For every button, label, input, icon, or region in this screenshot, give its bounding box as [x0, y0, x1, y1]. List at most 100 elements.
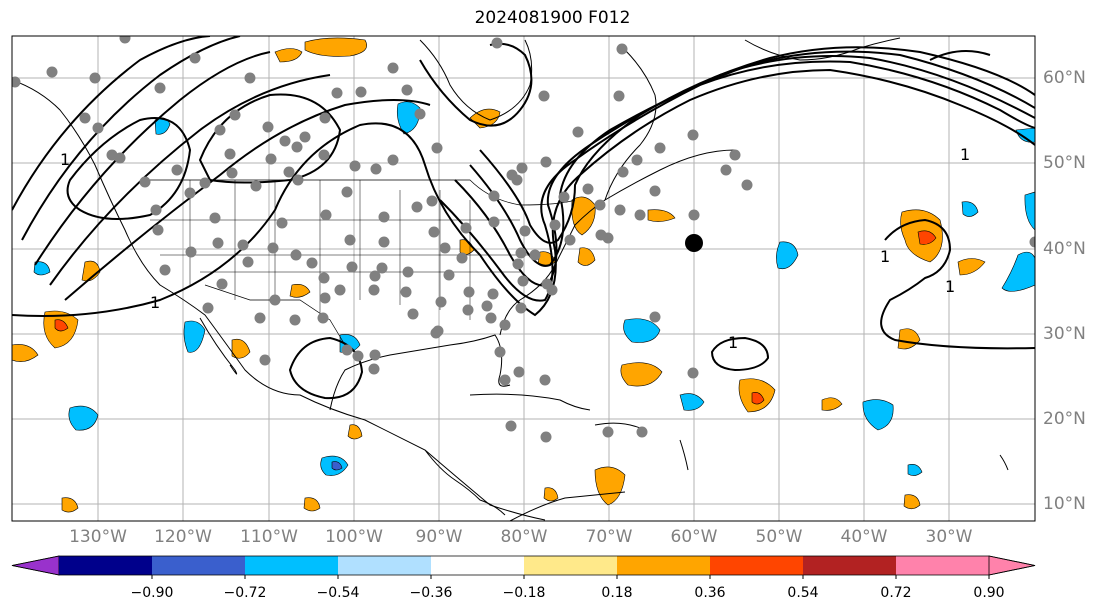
coastline-south-america: [509, 491, 626, 521]
station-dot: [242, 256, 254, 268]
contour-labels: 1 1 1 1 1 1: [60, 145, 970, 352]
station-dot: [426, 195, 438, 207]
station-dot: [89, 72, 101, 84]
station-dot: [119, 36, 131, 44]
station-dot: [214, 124, 226, 136]
anomaly-blob: [81, 260, 101, 282]
contour-label: 1: [728, 333, 738, 352]
colorbar-segment: [896, 556, 989, 575]
latitude-label: 60°N: [1043, 68, 1086, 88]
station-dot: [259, 354, 271, 366]
colorbar-segment: [524, 556, 617, 575]
station-dot: [79, 112, 91, 124]
station-dot: [237, 239, 249, 251]
station-dot: [529, 249, 541, 261]
station-dot: [152, 224, 164, 236]
contour-line: [64, 99, 431, 301]
station-dot: [687, 129, 699, 141]
station-dot: [159, 264, 171, 276]
station-dot: [290, 249, 302, 261]
colorbar: [11, 555, 1036, 579]
map-title: 2024081900 F012: [474, 8, 631, 28]
latitude-label: 40°N: [1043, 239, 1086, 259]
station-dot: [387, 154, 399, 166]
station-dot: [649, 311, 661, 323]
longitude-label: 30°W: [925, 527, 973, 547]
station-dot: [594, 199, 606, 211]
station-dot: [92, 122, 104, 134]
station-dot: [481, 300, 493, 312]
anomaly-blob: [776, 241, 799, 269]
station-dot: [319, 112, 331, 124]
colorbar-tick-label: −0.36: [409, 585, 453, 601]
anomaly-blob: [679, 393, 705, 411]
contour-label: 1: [960, 145, 970, 164]
station-dot: [334, 284, 346, 296]
station-dot: [494, 346, 506, 358]
contour-line: [479, 46, 1035, 244]
station-dot: [199, 177, 211, 189]
station-dot: [369, 270, 381, 282]
colorbar-segment: [245, 556, 338, 575]
station-dot: [519, 225, 531, 237]
station-dot: [636, 426, 648, 438]
station-dot: [488, 216, 500, 228]
colorbar-segment: [803, 556, 896, 575]
contour-label: 1: [880, 247, 890, 266]
station-dot: [428, 226, 440, 238]
colorbar-tick-label: 0.72: [880, 585, 912, 601]
station-dot: [540, 156, 552, 168]
station-dot: [289, 314, 301, 326]
station-dot: [546, 284, 558, 296]
colorbar-segment: [59, 556, 152, 575]
station-dot: [46, 66, 58, 78]
latitude-label: 10°N: [1043, 494, 1086, 514]
station-dot: [582, 183, 594, 195]
station-dot: [616, 43, 628, 55]
station-dot: [549, 219, 561, 231]
station-dot: [463, 286, 475, 298]
contour-line: [34, 51, 271, 266]
station-dot: [407, 308, 419, 320]
station-dot: [139, 176, 151, 188]
contour-line: [12, 36, 211, 211]
station-dot: [216, 278, 228, 290]
station-dot: [602, 232, 614, 244]
colorbar-segment: [152, 556, 245, 575]
station-dot: [741, 179, 753, 191]
longitude-label: 90°W: [415, 527, 463, 547]
station-dot: [460, 222, 472, 234]
station-dot: [318, 272, 330, 284]
anomaly-blob: [907, 464, 923, 476]
station-dot: [414, 108, 426, 120]
station-dot: [370, 163, 382, 175]
contour-line: [49, 74, 331, 286]
anomaly-blob: [61, 497, 79, 513]
longitude-label: 130°W: [69, 527, 127, 547]
station-dot: [352, 350, 364, 362]
station-dot: [564, 234, 576, 246]
station-dot: [634, 209, 646, 221]
station-dot: [244, 72, 256, 84]
colorbar-segment: [431, 556, 524, 575]
coastline-baja: [199, 317, 238, 375]
colorbar-extend-min: [11, 555, 60, 576]
latitude-label: 50°N: [1043, 153, 1086, 173]
station-dot: [226, 167, 238, 179]
station-dot: [572, 126, 584, 138]
anomaly-blob: [647, 209, 676, 222]
contour-line: [419, 42, 533, 127]
anomaly-blob: [594, 466, 626, 506]
station-dot: [687, 367, 699, 379]
station-dot: [378, 236, 390, 248]
anomaly-blob: [1024, 191, 1035, 231]
station-dot: [276, 217, 288, 229]
anomaly-blob: [751, 392, 765, 405]
coastline-hudson: [419, 39, 533, 121]
longitude-label: 100°W: [325, 527, 383, 547]
station-dot: [318, 149, 330, 161]
station-dot: [262, 121, 274, 133]
station-dot: [378, 211, 390, 223]
contour-line: [439, 60, 1035, 302]
station-dot: [539, 374, 551, 386]
